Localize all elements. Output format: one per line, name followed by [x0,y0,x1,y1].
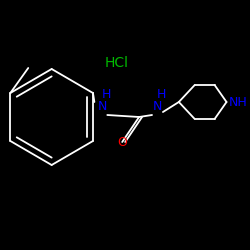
Text: H: H [102,88,111,102]
Text: HCl: HCl [104,56,128,70]
Text: N: N [152,100,162,114]
Text: H: H [156,88,166,102]
Text: N: N [98,100,107,114]
Text: O: O [117,136,127,148]
Text: NH: NH [229,96,248,108]
